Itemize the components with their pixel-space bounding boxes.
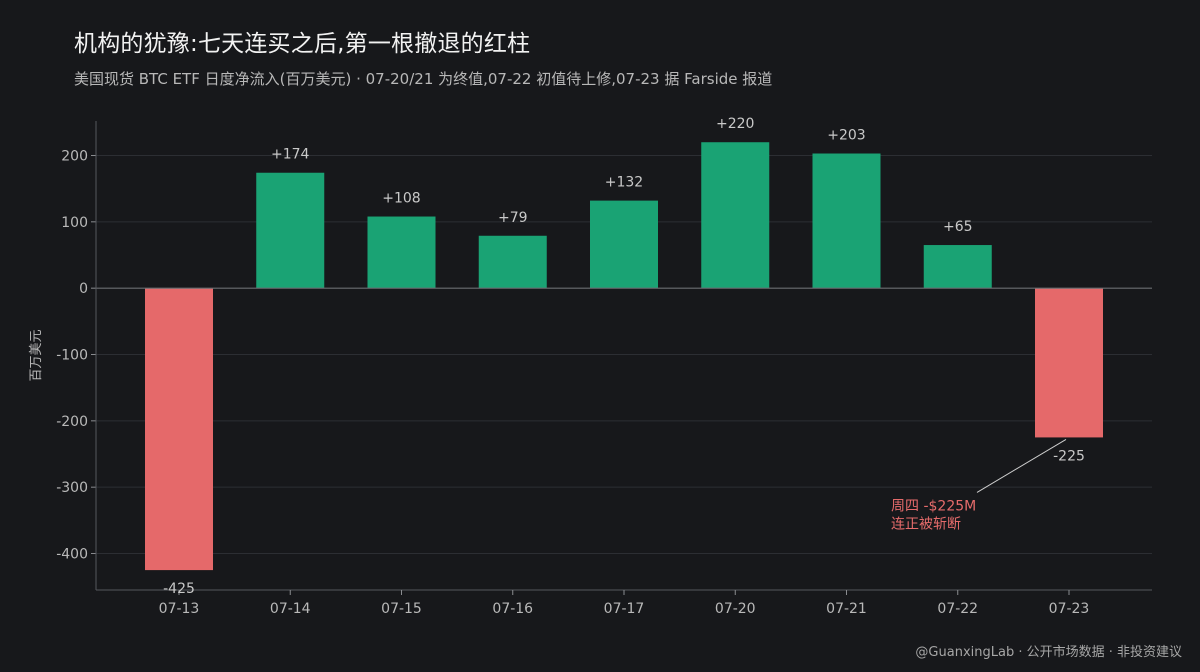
- bar-07-22: [923, 245, 992, 289]
- value-label: +174: [271, 147, 310, 163]
- annotation-text: 周四 -$225M: [891, 498, 976, 514]
- bar-07-14: [256, 172, 325, 289]
- bar-07-21: [812, 153, 881, 289]
- y-tick-label: -100: [56, 348, 88, 364]
- value-label: +203: [827, 128, 865, 144]
- value-label: +220: [716, 116, 754, 132]
- annotation: 周四 -$225M 连正被斩断: [891, 438, 1067, 532]
- x-tick-label: 07-15: [381, 601, 422, 617]
- footer-credit: @GuanxingLab · 公开市场数据 · 非投资建议: [915, 645, 1182, 660]
- value-label: +108: [382, 191, 420, 207]
- x-tick-label: 07-22: [937, 601, 978, 617]
- y-axis-title: 百万美元: [29, 329, 44, 381]
- y-tick-label: -300: [56, 480, 88, 496]
- value-label: +79: [498, 210, 528, 226]
- x-tick-label: 07-20: [715, 601, 756, 617]
- bars: [145, 142, 1103, 571]
- y-tick-label: -200: [56, 414, 88, 430]
- bar-07-15: [367, 216, 436, 289]
- axes: 200 100 0 -100 -200 -300 -400 07-13 07-14 07-15 07…: [29, 121, 1152, 617]
- y-tick-label: -400: [56, 547, 88, 563]
- x-tick-label: 07-13: [159, 601, 200, 617]
- chart-subtitle: 美国现货 BTC ETF 日度净流入(百万美元) · 07-20/21 为终值,…: [74, 70, 773, 88]
- bar-07-17: [590, 200, 658, 289]
- annotation-text: 连正被斩断: [891, 516, 961, 532]
- value-label: -425: [163, 581, 195, 597]
- y-tick-label: 200: [61, 148, 88, 164]
- value-label: -225: [1053, 448, 1085, 464]
- value-label: +65: [943, 219, 973, 235]
- y-tick-label: 100: [61, 215, 88, 231]
- bar-07-20: [701, 142, 770, 289]
- x-tick-label: 07-17: [604, 601, 645, 617]
- x-tick-label: 07-21: [826, 601, 867, 617]
- bar-07-13: [145, 288, 213, 571]
- bar-07-16: [478, 235, 547, 289]
- x-tick-label: 07-16: [492, 601, 533, 617]
- chart-title: 机构的犹豫:七天连买之后,第一根撤退的红柱: [74, 31, 531, 57]
- x-tick-label: 07-23: [1049, 601, 1090, 617]
- y-tick-label: 0: [79, 281, 88, 297]
- annotation-leader-line: [976, 438, 1067, 493]
- value-labels: -425 +174 +108 +79 +132 +220 +203 +65 -225: [163, 116, 1085, 597]
- value-label: +132: [605, 175, 643, 191]
- bar-07-23: [1035, 288, 1103, 438]
- x-tick-label: 07-14: [270, 601, 311, 617]
